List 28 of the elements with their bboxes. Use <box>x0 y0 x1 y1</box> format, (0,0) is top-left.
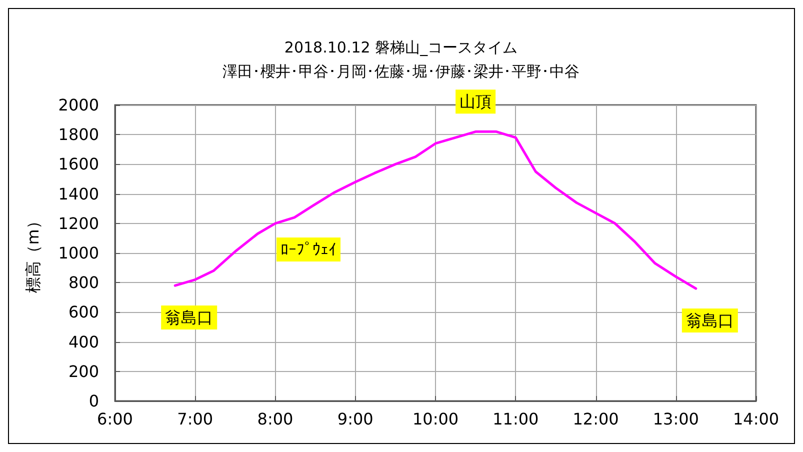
x-tick-label: 13:00 <box>652 410 699 428</box>
y-tick-label: 800 <box>68 273 99 292</box>
x-tick-label: 9:00 <box>337 410 374 428</box>
y-tick-label: 400 <box>68 332 99 352</box>
x-tick-label: 11:00 <box>492 410 539 428</box>
x-tick-label: 14:00 <box>732 410 780 428</box>
y-tick-label: 1400 <box>58 184 99 204</box>
x-tick-label: 7:00 <box>177 410 214 428</box>
chart-subtitle: 澤田･櫻井･甲谷･月岡･佐藤･堀･伊藤･梁井･平野･中谷 <box>222 62 580 80</box>
annotation: 山頂 <box>460 92 492 112</box>
y-tick-label: 1800 <box>58 125 99 144</box>
y-tick-label: 600 <box>68 302 99 322</box>
annotation: 翁島口 <box>165 308 214 328</box>
y-tick-label: 1600 <box>58 154 99 174</box>
x-tick-label: 6:00 <box>97 410 133 428</box>
y-axis-title: 標高（m） <box>24 213 42 293</box>
line-series <box>174 130 698 290</box>
chart-title: 2018.10.12 磐梯山_コースタイム <box>284 38 518 56</box>
x-tick-label: 10:00 <box>412 410 459 428</box>
y-tick-label: 1200 <box>58 214 99 233</box>
y-tick-label: 0 <box>88 392 99 410</box>
x-tick-label: 8:00 <box>257 410 294 428</box>
y-tick-label: 200 <box>68 362 99 381</box>
y-tick-label: 1000 <box>58 244 99 262</box>
y-tick-label: 2000 <box>58 96 99 114</box>
x-tick-label: 12:00 <box>572 410 619 428</box>
annotation: ﾛｰﾌﾟｳｪｲ <box>280 240 336 259</box>
annotation: 翁島口 <box>686 311 734 330</box>
